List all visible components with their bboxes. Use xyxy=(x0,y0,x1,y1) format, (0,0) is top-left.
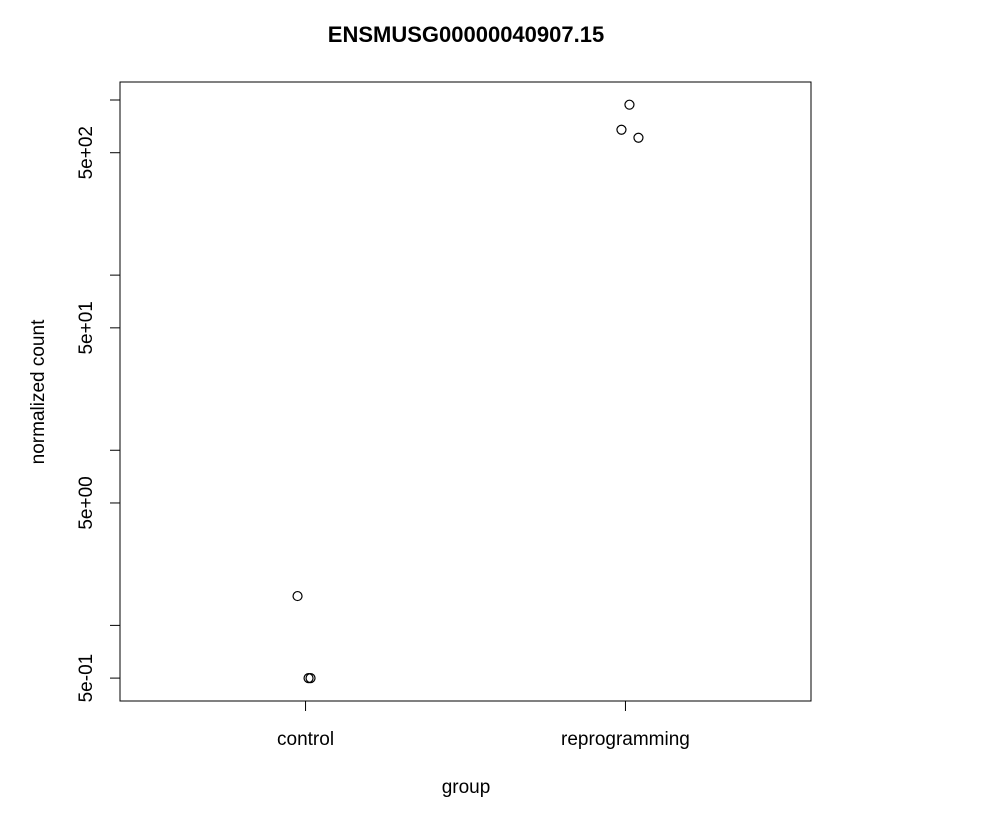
point xyxy=(633,132,644,143)
point xyxy=(624,99,635,110)
y-tick-label: 5e+02 xyxy=(76,126,97,179)
y-axis-label: normalized count xyxy=(28,319,49,464)
x-tick-label: reprogramming xyxy=(561,729,690,750)
y-tick-label: 5e-01 xyxy=(76,654,97,703)
x-axis-label: group xyxy=(442,777,491,798)
point xyxy=(305,672,316,684)
plot-frame xyxy=(119,81,812,702)
point xyxy=(292,590,303,602)
x-tick-label: control xyxy=(277,729,334,750)
point xyxy=(303,672,314,684)
chart-title: ENSMUSG00000040907.15 xyxy=(328,22,604,47)
point xyxy=(616,124,627,135)
y-tick-label: 5e+01 xyxy=(76,301,97,354)
y-tick-label: 5e+00 xyxy=(76,476,97,529)
